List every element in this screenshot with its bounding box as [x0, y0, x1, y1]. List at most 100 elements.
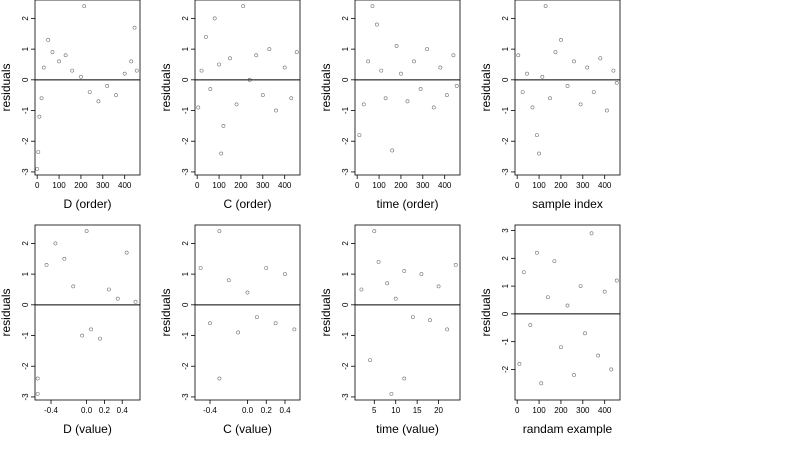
data-point [361, 102, 366, 107]
plot-frame [354, 0, 461, 176]
y-tick-label: 1 [181, 46, 190, 51]
data-point [609, 367, 614, 372]
plot-frame [354, 224, 461, 401]
x-tick-label: 200 [554, 406, 568, 415]
data-point [114, 93, 118, 98]
data-point [583, 331, 587, 336]
panel-7: 5 10 15 20 -3 -2 -1 0 1 2 time (value) residuals [319, 224, 461, 436]
y-tick-label: 2 [341, 241, 350, 246]
data-point [219, 151, 224, 156]
data-point [134, 68, 139, 73]
data-point [540, 74, 545, 79]
data-point [254, 53, 259, 58]
x-tick-label: 400 [118, 181, 132, 190]
data-point [591, 90, 596, 95]
y-tick-label: 0 [501, 77, 510, 82]
data-point [289, 96, 294, 101]
x-tick-label: 100 [212, 181, 226, 190]
points-group [196, 4, 299, 156]
data-point [282, 65, 287, 70]
panel-2: 0 100 200 300 400 -3 -2 -1 0 1 2 C (order) residuals [159, 0, 301, 211]
data-point [234, 102, 239, 107]
x-tick-label: 100 [532, 406, 546, 415]
panel-4: 0 100 200 300 400 -3 -2 -1 0 1 2 sample index residu… [479, 0, 621, 211]
data-point [534, 250, 539, 255]
data-point [199, 68, 204, 73]
x-axis-label: randam example [523, 422, 613, 436]
data-point [537, 151, 541, 156]
panel-3: 0 100 200 300 400 -3 -2 -1 0 1 2 time (order) residu… [319, 0, 461, 211]
data-point [260, 93, 265, 98]
y-tick-label: -1 [181, 331, 190, 339]
data-point [115, 296, 120, 301]
data-point [431, 105, 436, 110]
y-tick-label: -3 [341, 168, 350, 176]
data-point [35, 391, 40, 396]
data-point [405, 99, 410, 104]
panel-5: -0.4 0.0 0.2 0.4 -3 -2 -1 0 1 2 D (value) residuals [0, 224, 141, 436]
x-tick-label: 0 [515, 406, 520, 415]
data-point [283, 272, 287, 277]
data-point [267, 47, 272, 52]
points-group [516, 4, 619, 156]
y-tick-label: -2 [181, 137, 190, 145]
data-point [273, 321, 278, 326]
data-point [418, 87, 423, 91]
data-point [372, 229, 377, 234]
data-point [596, 353, 601, 358]
data-point [204, 34, 208, 39]
y-tick-label: -1 [181, 106, 190, 114]
y-tick-label: -1 [341, 106, 350, 114]
data-point [35, 166, 40, 171]
data-point [84, 229, 89, 234]
panel-1: 0 100 200 300 400 -3 -2 -1 0 1 2 D (order) residuals [0, 0, 141, 211]
data-point [41, 65, 46, 70]
y-tick-label: -2 [181, 362, 190, 370]
x-tick-label: 400 [278, 181, 292, 190]
data-point [292, 327, 297, 332]
data-point [122, 71, 127, 76]
x-tick-label: 5 [372, 406, 377, 415]
data-point [399, 71, 403, 76]
x-tick-label: 200 [74, 181, 88, 190]
data-point [379, 68, 384, 73]
y-tick-label: 1 [181, 271, 190, 276]
plot-frame [34, 0, 141, 176]
y-tick-label: -3 [341, 393, 350, 401]
data-point [572, 373, 576, 377]
x-tick-label: 400 [438, 181, 452, 190]
x-tick-label: 100 [372, 181, 386, 190]
data-point [198, 266, 203, 270]
data-point [453, 263, 458, 267]
x-tick-label: 400 [598, 406, 612, 415]
data-point [534, 133, 539, 137]
y-tick-label: -2 [341, 137, 350, 145]
x-tick-label: 0.4 [279, 406, 291, 415]
data-point [208, 321, 212, 326]
y-axis-label: residuals [0, 288, 13, 336]
data-point [545, 295, 550, 300]
data-point [217, 229, 222, 234]
panel-6: -0.4 0.0 0.2 0.4 -3 -2 -1 0 1 2 C (value) residuals [159, 224, 301, 436]
y-tick-label: -2 [501, 137, 510, 145]
data-point [374, 22, 379, 27]
y-axis-label: residuals [319, 63, 333, 111]
plot-frame [514, 224, 621, 401]
data-point [428, 318, 432, 323]
y-tick-label: -3 [181, 393, 190, 401]
data-point [436, 284, 441, 289]
data-point [419, 272, 424, 277]
x-tick-label: 200 [234, 181, 248, 190]
y-tick-label: 2 [181, 16, 190, 21]
data-point [44, 263, 49, 267]
data-point [589, 231, 594, 236]
y-tick-label: -2 [21, 362, 30, 370]
data-point [124, 250, 129, 255]
data-point [70, 68, 75, 73]
data-point [129, 59, 134, 64]
data-point [530, 105, 535, 110]
plot-frame [34, 224, 141, 401]
data-point [598, 56, 603, 61]
data-point [611, 68, 616, 73]
y-tick-label: -3 [21, 168, 30, 176]
